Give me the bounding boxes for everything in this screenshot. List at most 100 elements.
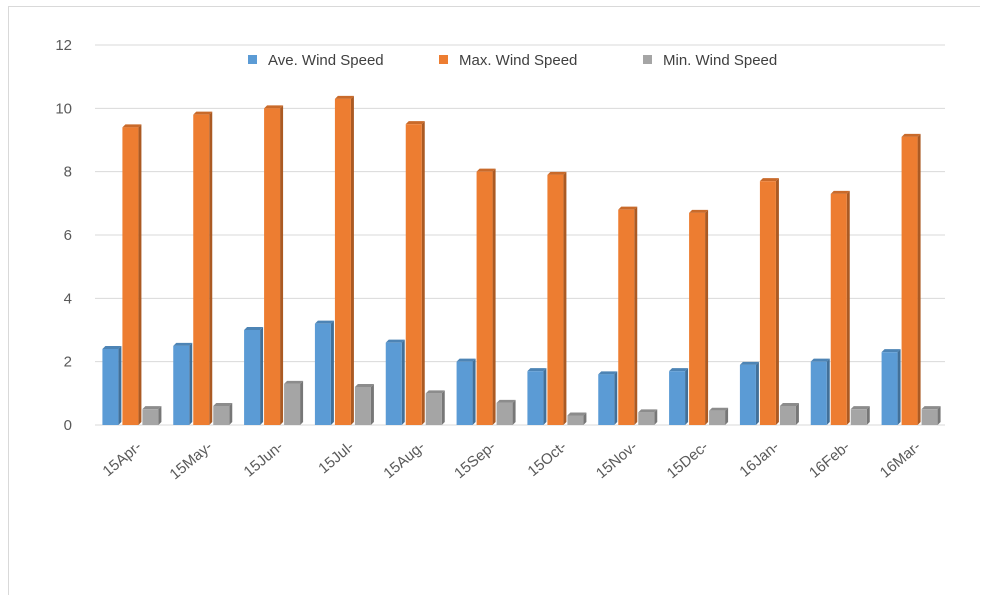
bar [173, 345, 190, 425]
bar [779, 406, 796, 425]
bar [284, 383, 301, 425]
bar-side [705, 209, 709, 425]
bar-side [634, 206, 638, 425]
bar-side [370, 384, 374, 425]
bar-top [547, 171, 567, 175]
bar-top [618, 206, 638, 210]
bar-side [300, 380, 304, 425]
bar [264, 108, 281, 425]
bar [244, 330, 261, 425]
bar-top [881, 349, 901, 353]
bar-side [614, 371, 618, 425]
bar-side [775, 178, 779, 425]
bar [547, 174, 564, 425]
bar-top [921, 406, 941, 410]
bar [354, 387, 371, 425]
bar-side [543, 368, 547, 425]
bar-top [213, 403, 233, 406]
x-tick-label: 15Apr- [100, 438, 145, 480]
x-tick-label: 16Jan- [736, 438, 782, 481]
legend-label: Ave. Wind Speed [268, 52, 384, 69]
bar [618, 209, 635, 425]
y-tick-label: 12 [55, 37, 72, 54]
bar-side [209, 111, 213, 426]
bar-side [725, 407, 729, 425]
legend-label: Min. Wind Speed [663, 52, 777, 69]
legend-swatch [248, 55, 257, 64]
bar-top [193, 111, 213, 115]
bar [425, 393, 442, 425]
bar-side [512, 399, 516, 425]
bar-side [897, 349, 901, 425]
x-tick-label: 15May- [167, 438, 216, 483]
bar [567, 415, 584, 425]
x-tick-label: 16Mar- [877, 438, 924, 482]
bar-top [830, 190, 850, 194]
bar [456, 361, 473, 425]
bar-top [810, 358, 830, 362]
bar-top [759, 178, 779, 182]
bar-side [654, 409, 658, 425]
bar-side [795, 403, 799, 425]
bar-top [425, 390, 445, 394]
bar [527, 371, 544, 425]
bar-top [567, 412, 587, 416]
bar [901, 136, 918, 426]
bar-side [401, 339, 405, 425]
bar-top [142, 406, 162, 410]
bar [921, 409, 938, 425]
bar-side [846, 190, 850, 425]
bar-side [563, 171, 567, 425]
bar [598, 374, 615, 425]
bar [314, 323, 331, 425]
bar-side [917, 133, 921, 426]
bar-side [138, 124, 142, 425]
bar [709, 410, 726, 425]
bar [476, 171, 493, 425]
bar-top [264, 105, 284, 109]
bar [334, 98, 351, 425]
x-tick-label: 16Feb- [806, 438, 853, 482]
bar [638, 412, 655, 425]
bar [385, 342, 402, 425]
bar [810, 361, 827, 425]
bar-top [244, 327, 264, 330]
bar [193, 114, 210, 426]
bar-top [689, 209, 709, 213]
bar-top [284, 380, 304, 384]
x-tick-label: 15Sep- [451, 438, 499, 482]
bar-top [476, 168, 496, 172]
bars [102, 95, 941, 426]
bar-side [280, 105, 284, 425]
legend: Ave. Wind Speed Max. Wind Speed Min. Wind … [248, 52, 777, 69]
bar [830, 193, 847, 425]
y-tick-label: 0 [64, 417, 72, 434]
bar [122, 127, 139, 425]
x-tick-label: 15Jul- [315, 438, 357, 477]
x-tick-label: 15Jun- [241, 438, 287, 481]
bar-top [709, 407, 729, 411]
y-tick-label: 6 [64, 227, 72, 244]
x-tick-label: 15Nov- [593, 438, 641, 482]
y-tick-label: 2 [64, 354, 72, 371]
bar-side [755, 361, 759, 425]
bar [496, 402, 513, 425]
bar-top [122, 124, 142, 128]
bar-top [901, 133, 921, 137]
bar-side [330, 320, 334, 425]
bar-side [937, 406, 941, 425]
bar-top [456, 358, 476, 362]
bar-side [826, 358, 830, 425]
bar-side [158, 406, 162, 425]
bar-top [669, 368, 689, 372]
x-tick-label: 15Oct- [525, 438, 570, 480]
x-tick-label: 15Aug- [380, 438, 428, 482]
bar-top [334, 95, 354, 99]
legend-swatch [439, 55, 448, 64]
bar [850, 409, 867, 425]
bar-top [779, 403, 799, 406]
bar [669, 371, 686, 425]
legend-label: Max. Wind Speed [459, 52, 577, 69]
bar-side [118, 346, 122, 425]
bar [102, 349, 119, 425]
